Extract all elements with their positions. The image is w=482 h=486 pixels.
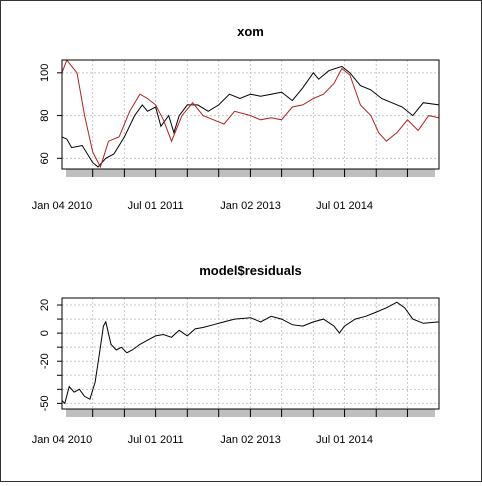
series-line-1 [62, 65, 439, 168]
plot-border [61, 59, 440, 170]
y-tick-label: 20 [39, 299, 51, 311]
x-tick-label: Jan 02 2013 [220, 200, 281, 212]
chart-title: xom [237, 24, 264, 39]
x-tick-label: Jul 01 2014 [316, 434, 373, 446]
y-tick-label: 100 [39, 64, 51, 82]
plot-border [61, 297, 440, 410]
x-tick-label: Jul 01 2011 [128, 200, 184, 212]
x-tick-label: Jan 02 2013 [220, 434, 281, 446]
y-tick-label: -50 [39, 395, 51, 411]
chart-title: model$residuals [199, 263, 302, 278]
x-tick-label: Jul 01 2014 [316, 200, 373, 212]
x-tick-label: Jan 04 2010 [32, 200, 93, 212]
y-tick-label: 80 [39, 109, 51, 121]
y-tick-label: 60 [39, 152, 51, 164]
series-line-1 [62, 301, 439, 405]
x-tick-label: Jan 04 2010 [32, 434, 93, 446]
y-tick-label: -20 [39, 353, 51, 369]
series-line-2 [62, 60, 439, 169]
x-tick-label: Jul 01 2011 [128, 434, 184, 446]
y-tick-label: 0 [39, 330, 51, 336]
